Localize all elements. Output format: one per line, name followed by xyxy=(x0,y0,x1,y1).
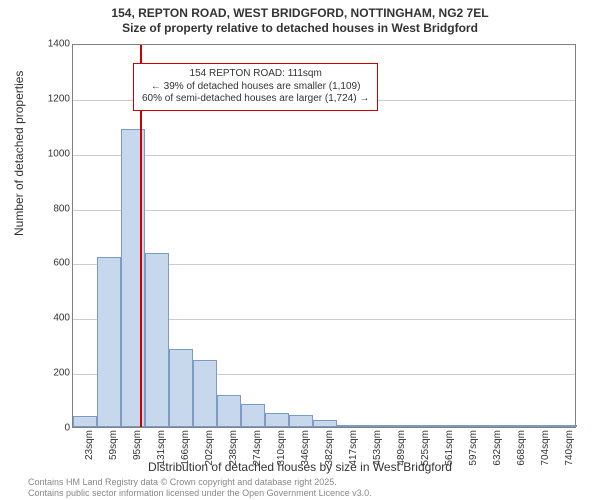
x-tick-label: 525sqm xyxy=(420,430,431,470)
histogram-bar xyxy=(145,253,169,427)
plot-area: 154 REPTON ROAD: 111sqm← 39% of detached… xyxy=(72,44,576,428)
annotation-box: 154 REPTON ROAD: 111sqm← 39% of detached… xyxy=(133,63,378,111)
histogram-bar xyxy=(193,360,217,427)
title-line2: Size of property relative to detached ho… xyxy=(0,21,600,36)
x-tick-label: 740sqm xyxy=(564,430,575,470)
x-tick-label: 95sqm xyxy=(132,430,143,470)
histogram-bar xyxy=(385,425,409,427)
histogram-bar xyxy=(97,257,121,427)
x-tick-label: 417sqm xyxy=(348,430,359,470)
x-tick-label: 202sqm xyxy=(204,430,215,470)
histogram-bar xyxy=(265,413,289,427)
histogram-bar xyxy=(241,404,265,427)
x-tick-label: 23sqm xyxy=(84,430,95,470)
y-tick-label: 1200 xyxy=(30,93,70,104)
histogram-bar xyxy=(481,425,505,427)
histogram-bar xyxy=(529,425,553,427)
x-tick-label: 131sqm xyxy=(156,430,167,470)
histogram-bar xyxy=(457,425,481,427)
y-tick-label: 800 xyxy=(30,203,70,214)
annotation-line: ← 39% of detached houses are smaller (1,… xyxy=(142,81,369,94)
x-tick-label: 166sqm xyxy=(180,430,191,470)
histogram-bar xyxy=(217,395,241,427)
histogram-bar xyxy=(313,420,337,427)
histogram-bar xyxy=(169,349,193,427)
y-tick-label: 200 xyxy=(30,368,70,379)
x-tick-label: 453sqm xyxy=(372,430,383,470)
y-tick-label: 1400 xyxy=(30,39,70,50)
y-tick-label: 600 xyxy=(30,258,70,269)
x-tick-label: 704sqm xyxy=(540,430,551,470)
x-tick-label: 668sqm xyxy=(516,430,527,470)
histogram-bar xyxy=(553,425,577,427)
x-tick-label: 561sqm xyxy=(444,430,455,470)
histogram-bar xyxy=(433,425,457,427)
annotation-line: 154 REPTON ROAD: 111sqm xyxy=(142,68,369,81)
annotation-line: 60% of semi-detached houses are larger (… xyxy=(142,93,369,106)
histogram-bar xyxy=(289,415,313,427)
y-tick-label: 1000 xyxy=(30,148,70,159)
x-tick-label: 597sqm xyxy=(468,430,479,470)
x-tick-label: 59sqm xyxy=(108,430,119,470)
x-tick-label: 632sqm xyxy=(492,430,503,470)
histogram-bar xyxy=(73,416,97,427)
histogram-bar xyxy=(337,425,361,427)
attribution-footer: Contains HM Land Registry data © Crown c… xyxy=(28,477,372,498)
x-tick-label: 382sqm xyxy=(324,430,335,470)
gridline-h xyxy=(73,210,575,211)
x-tick-label: 346sqm xyxy=(300,430,311,470)
y-tick-label: 400 xyxy=(30,313,70,324)
histogram-bar xyxy=(361,425,385,427)
x-tick-label: 310sqm xyxy=(276,430,287,470)
x-tick-label: 489sqm xyxy=(396,430,407,470)
y-tick-label: 0 xyxy=(30,423,70,434)
footer-line2: Contains public sector information licen… xyxy=(28,488,372,498)
footer-line1: Contains HM Land Registry data © Crown c… xyxy=(28,477,372,487)
x-tick-label: 238sqm xyxy=(228,430,239,470)
gridline-h xyxy=(73,155,575,156)
title-line1: 154, REPTON ROAD, WEST BRIDGFORD, NOTTIN… xyxy=(0,6,600,21)
x-tick-label: 274sqm xyxy=(252,430,263,470)
histogram-bar xyxy=(409,425,433,427)
histogram-bar xyxy=(505,425,529,427)
chart-title: 154, REPTON ROAD, WEST BRIDGFORD, NOTTIN… xyxy=(0,0,600,36)
y-axis-label: Number of detached properties xyxy=(12,71,26,236)
